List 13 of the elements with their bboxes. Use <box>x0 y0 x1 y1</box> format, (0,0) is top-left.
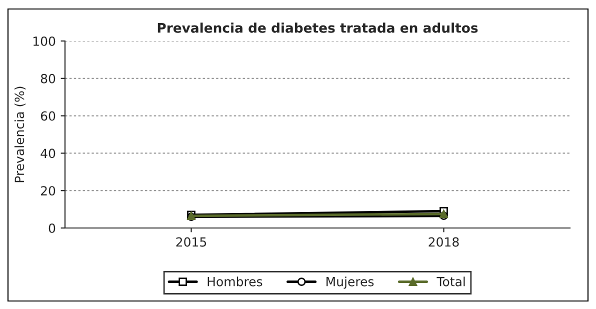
y-axis-title: Prevalencia (%) <box>14 86 26 182</box>
y-tick-label: 60 <box>40 111 56 121</box>
x-tick-label: 2018 <box>428 237 459 247</box>
legend-label: Hombres <box>208 276 262 286</box>
legend-label: Mujeres <box>326 276 374 289</box>
y-tick-label: 40 <box>40 148 56 158</box>
y-tick-label: 0 <box>48 223 56 233</box>
y-tick-label: 80 <box>40 74 56 84</box>
y-tick-label: 100 <box>33 36 56 46</box>
chart-title: Prevalencia de diabetes tratada en adultos <box>158 22 478 33</box>
x-tick-label: 2015 <box>176 237 206 247</box>
y-tick-label: 20 <box>40 186 56 196</box>
legend-label: Total <box>436 276 465 286</box>
